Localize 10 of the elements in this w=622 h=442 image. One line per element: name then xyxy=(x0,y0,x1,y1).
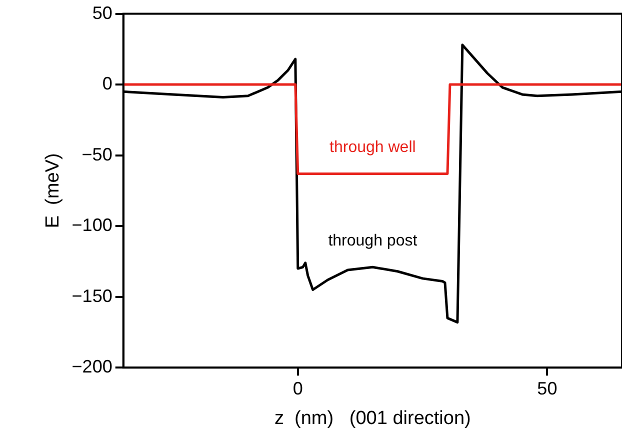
y-tick-label: −50 xyxy=(82,144,112,164)
y-tick-label: −200 xyxy=(72,356,112,377)
y-axis-title: E (meV) xyxy=(42,153,64,228)
y-tick-label: 0 xyxy=(102,74,112,94)
x-axis-title: z (nm) (001 direction) xyxy=(274,408,471,429)
annotation: through post xyxy=(328,232,418,250)
y-tick-label: −100 xyxy=(72,215,112,236)
annotation: through well xyxy=(330,139,416,156)
y-tick-label: 50 xyxy=(92,2,112,23)
y-tick-label: −150 xyxy=(72,286,112,306)
